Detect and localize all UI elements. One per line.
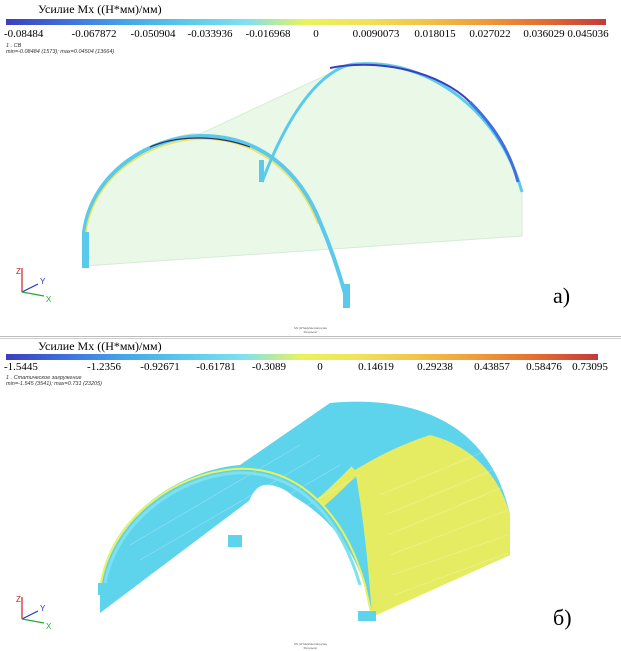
color-swatch-10 <box>546 19 606 25</box>
color-swatch-4 <box>183 354 243 360</box>
axis-x-label: X <box>46 622 52 631</box>
color-swatch-10 <box>538 354 599 360</box>
legend-title: Усилие Mx ((Н*мм)/мм) <box>38 339 162 353</box>
color-swatch-7 <box>361 354 421 360</box>
front-arch-rim <box>99 467 373 618</box>
axis-y-label: Y <box>40 277 46 286</box>
tick-label: 0.43857 <box>474 361 510 373</box>
shell-yellow-transition <box>316 466 359 507</box>
back-arch-negative-band <box>329 63 471 103</box>
axis-z-label: Z <box>16 595 21 604</box>
front-right-leg <box>358 611 376 621</box>
tick-label: 0.045036 <box>567 28 609 40</box>
front-arch-edge <box>82 133 350 307</box>
panel-letter: а) <box>553 283 571 308</box>
tick-label: 0.58476 <box>526 361 562 373</box>
tick-label: -0.016968 <box>245 28 291 40</box>
back-right-leg <box>488 543 510 553</box>
footer-line: Результат <box>303 646 318 650</box>
tick-label: -0.3089 <box>252 361 286 373</box>
front-arch-extreme-band <box>149 137 251 148</box>
color-swatch-1 <box>6 354 66 360</box>
axis-triad: Z Y X <box>16 595 52 631</box>
load-case-name: 1 . СВ <box>6 43 22 49</box>
scale-ticks: -0.08484 -0.067872 -0.050904 -0.033936 -… <box>4 28 612 42</box>
panel-letter: б) <box>553 605 572 630</box>
axis-y-label: Y <box>40 604 46 613</box>
panel-b: Усилие Mx ((Н*мм)/мм) -1.5445 -1.2356 -0… <box>0 338 621 651</box>
tick-label: -0.050904 <box>130 28 176 40</box>
footer-line: Результат <box>303 330 318 334</box>
model-view-a[interactable]: Z Y X <box>0 52 621 324</box>
min-max-values: min=-0.08484 (1573); max=0.04504 (13664) <box>6 49 115 55</box>
inner-leg <box>228 535 242 547</box>
front-right-leg <box>343 284 350 308</box>
load-case-info: 1 . Статическое загружение min=-1.545 (3… <box>6 375 102 387</box>
status-footer: Mx (Н*мм)/мм Нагрузка Результат <box>0 642 621 650</box>
tick-label: -0.92671 <box>140 361 180 373</box>
tick-label: 0 <box>317 361 323 373</box>
back-arch-negative-band-2 <box>468 100 520 183</box>
axis-triad: Z Y X <box>16 267 52 304</box>
footer-line: Mx (Н*мм)/мм Нагрузка <box>294 326 327 330</box>
panel-divider <box>0 336 621 337</box>
color-swatch-6 <box>306 19 366 25</box>
model-view-b[interactable]: Z Y X <box>0 385 621 643</box>
color-swatch-3 <box>124 354 184 360</box>
tick-label: 0 <box>313 28 319 40</box>
color-scale-bar <box>6 354 599 360</box>
front-arch-rim-inner <box>102 471 362 591</box>
color-scale-bar <box>6 19 606 25</box>
load-case-name: 1 . Статическое загружение <box>6 375 82 381</box>
tick-label: -0.61781 <box>196 361 236 373</box>
color-swatch-2 <box>65 354 125 360</box>
tick-label: -1.5445 <box>4 361 38 373</box>
front-left-leg <box>82 232 89 268</box>
back-left-leg <box>259 160 264 182</box>
color-swatch-8 <box>420 354 480 360</box>
legend-title: Усилие Mx ((Н*мм)/мм) <box>38 2 162 16</box>
tick-label: -0.033936 <box>187 28 233 40</box>
tick-label: -0.067872 <box>71 28 117 40</box>
load-case-info: 1 . СВ min=-0.08484 (1573); max=0.04504 … <box>6 43 114 55</box>
color-swatch-5 <box>242 354 303 360</box>
color-swatch-5 <box>246 19 306 25</box>
arch-opening-cutout <box>240 484 322 615</box>
tick-label: 0.036029 <box>523 28 565 40</box>
scale-ticks: -1.5445 -1.2356 -0.92671 -0.61781 -0.308… <box>4 361 612 375</box>
color-swatch-9 <box>486 19 546 25</box>
front-arch-positive-band <box>85 138 319 233</box>
color-swatch-3 <box>126 19 186 25</box>
color-swatch-9 <box>479 354 539 360</box>
tick-label: 0.29238 <box>417 361 453 373</box>
color-swatch-2 <box>66 19 126 25</box>
axis-z-label: Z <box>16 267 21 276</box>
tick-label: 0.73095 <box>572 361 608 373</box>
min-max-values: min=-1.545 (3541); max=0.731 (23205) <box>6 381 103 387</box>
shell-surface-yellow <box>355 435 510 617</box>
tick-label: 0.14619 <box>358 361 394 373</box>
axis-x-label: X <box>46 295 52 304</box>
mesh-lines <box>129 444 509 596</box>
panel-a: Усилие Mx ((Н*мм)/мм) -0.08484 -0.067872… <box>0 2 621 334</box>
tick-label: 0.018015 <box>414 28 456 40</box>
tick-label: 0.027022 <box>469 28 511 40</box>
tick-label: -0.08484 <box>4 28 44 40</box>
color-swatch-8 <box>426 19 486 25</box>
color-swatch-4 <box>186 19 246 25</box>
footer-line: Mx (Н*мм)/мм Нагрузка <box>294 642 327 646</box>
color-swatch-6 <box>302 354 362 360</box>
status-footer: Mx (Н*мм)/мм Нагрузка Результат <box>0 326 621 334</box>
color-swatch-7 <box>366 19 426 25</box>
tick-label: -1.2356 <box>87 361 121 373</box>
front-left-leg <box>98 583 124 595</box>
color-swatch-1 <box>6 19 66 25</box>
tick-label: 0.0090073 <box>352 28 400 40</box>
